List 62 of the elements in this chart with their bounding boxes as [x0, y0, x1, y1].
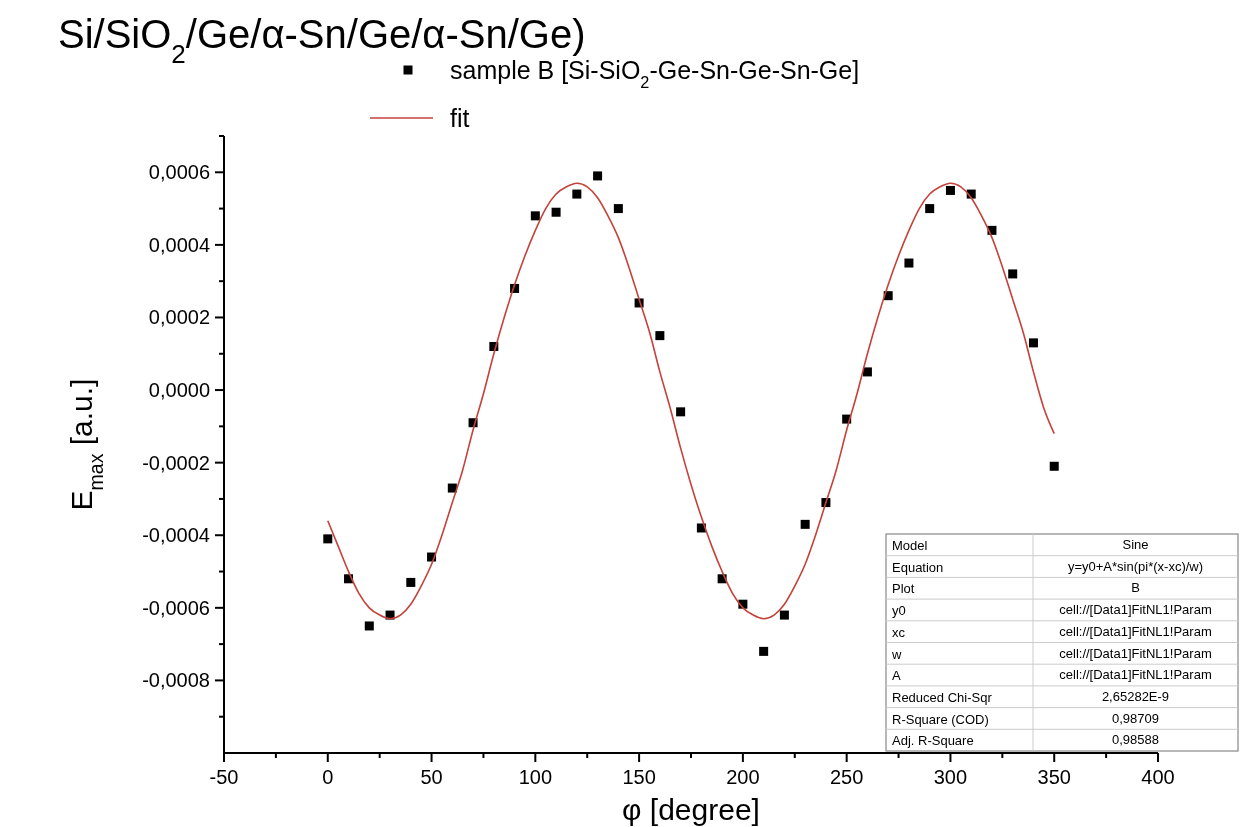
point	[655, 331, 665, 341]
annotation: A	[892, 668, 901, 684]
annotation: y=y0+A*sin(pi*(x-xc)/w)	[1067, 558, 1204, 574]
annotation: 0,98709	[1112, 710, 1159, 726]
annotation: Sine	[1122, 537, 1149, 552]
x-tick-label: 400	[1141, 766, 1175, 788]
point	[364, 621, 374, 631]
annotation: xc	[892, 624, 906, 640]
y-tick-label: -0,0004	[142, 524, 210, 547]
legend-label: fit	[450, 104, 470, 132]
point	[406, 577, 416, 587]
point	[323, 534, 333, 544]
annotation: Model	[892, 538, 928, 553]
annotation: w	[891, 646, 902, 662]
y-tick-label: -0,0002	[142, 451, 210, 474]
point	[800, 519, 810, 529]
point	[551, 207, 561, 217]
x-tick-label: 50	[420, 766, 443, 788]
point	[613, 204, 623, 214]
y-tick-label: 0,0002	[148, 306, 210, 329]
annotation: 2,65282E-9	[1101, 688, 1170, 704]
y-tick-label: -0,0008	[142, 669, 210, 692]
x-tick-label: 150	[622, 766, 656, 788]
point	[862, 367, 872, 377]
x-tick-label: 350	[1037, 766, 1071, 788]
y-tick-label: -0,0006	[142, 596, 210, 619]
annotation: Adj. R-Square	[892, 733, 974, 749]
point	[945, 185, 955, 195]
x-tick-label: -50	[209, 766, 239, 788]
line-series	[326, 182, 1056, 620]
point	[779, 610, 789, 620]
x-tick-label: 300	[933, 766, 968, 788]
point	[759, 646, 769, 656]
y-tick-label: 0,0000	[148, 379, 210, 402]
point	[1049, 461, 1059, 471]
annotation: 0,98588	[1112, 732, 1159, 748]
point	[1028, 338, 1038, 348]
point	[904, 258, 914, 268]
annotation: B	[1131, 580, 1140, 596]
annotation: Reduced Chi-Sqr	[892, 689, 993, 705]
annotation: Plot	[892, 581, 915, 597]
point	[925, 204, 935, 214]
x-tick-label: 250	[829, 766, 864, 788]
point	[447, 483, 457, 493]
x-tick-label: 0	[322, 766, 334, 788]
point	[530, 211, 540, 221]
annotation: y0	[892, 603, 906, 619]
y-tick-label: 0,0004	[148, 233, 210, 256]
x-tick-label: 100	[518, 766, 553, 788]
point	[572, 189, 582, 199]
annotation: cell://[Data1]FitNL1!Param	[1059, 667, 1212, 683]
annotation: R-Square (COD)	[892, 711, 989, 727]
x-axis-title: φ [degree]	[622, 793, 760, 826]
annotation: cell://[Data1]FitNL1!Param	[1059, 645, 1212, 661]
point	[593, 171, 603, 181]
annotation: Equation	[892, 559, 944, 575]
x-tick-label: 200	[726, 766, 760, 788]
point	[1008, 269, 1018, 279]
annotation: cell://[Data1]FitNL1!Param	[1059, 602, 1212, 618]
y-tick-label: 0,0006	[148, 161, 210, 184]
annotation: cell://[Data1]FitNL1!Param	[1059, 623, 1212, 639]
point	[676, 407, 686, 417]
